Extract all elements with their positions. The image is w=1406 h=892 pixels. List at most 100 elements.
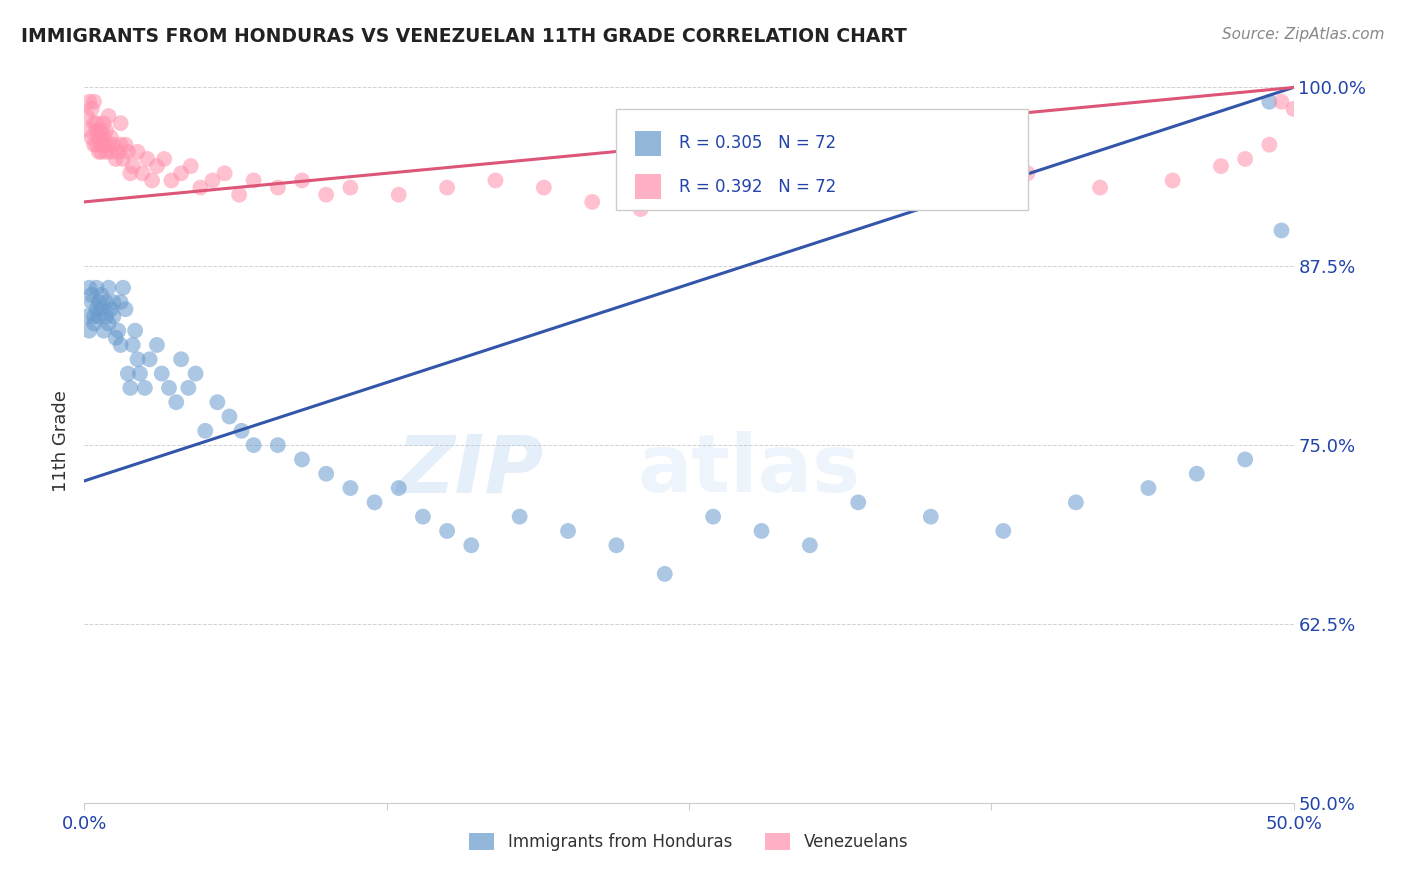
Point: [129, 367, 152, 381]
Point: [993, 524, 1015, 538]
Point: [94, 295, 117, 310]
Point: [218, 409, 240, 424]
Bar: [634, 174, 661, 200]
Point: [190, 180, 212, 194]
Point: [267, 438, 290, 452]
Point: [1282, 102, 1305, 116]
Text: atlas: atlas: [638, 432, 860, 509]
Point: [124, 324, 146, 338]
Text: ZIP: ZIP: [396, 432, 544, 509]
Point: [77, 95, 100, 109]
Point: [177, 381, 200, 395]
Point: [97, 281, 120, 295]
Point: [120, 166, 142, 180]
Point: [231, 424, 253, 438]
Point: [581, 194, 603, 209]
Point: [76, 310, 98, 324]
Point: [100, 302, 122, 317]
Point: [630, 202, 652, 216]
Point: [1017, 166, 1039, 180]
Point: [165, 395, 187, 409]
Point: [363, 495, 385, 509]
Point: [117, 367, 139, 381]
Point: [157, 381, 180, 395]
Point: [170, 166, 193, 180]
Point: [1234, 452, 1257, 467]
Point: [107, 324, 129, 338]
Point: [846, 194, 869, 209]
Point: [114, 137, 136, 152]
Point: [1258, 95, 1281, 109]
Point: [103, 310, 125, 324]
Point: [83, 95, 105, 109]
Text: IMMIGRANTS FROM HONDURAS VS VENEZUELAN 11TH GRADE CORRELATION CHART: IMMIGRANTS FROM HONDURAS VS VENEZUELAN 1…: [21, 27, 907, 45]
Point: [90, 288, 112, 302]
Point: [117, 145, 139, 159]
Point: [90, 302, 112, 317]
Point: [90, 123, 112, 137]
Legend: Immigrants from Honduras, Venezuelans: Immigrants from Honduras, Venezuelans: [461, 825, 917, 860]
Point: [943, 173, 966, 187]
Point: [77, 123, 100, 137]
Point: [107, 145, 129, 159]
Point: [83, 116, 105, 130]
Point: [94, 310, 117, 324]
Point: [1258, 137, 1281, 152]
Point: [201, 173, 224, 187]
Point: [136, 152, 159, 166]
Point: [702, 509, 724, 524]
Point: [100, 130, 122, 145]
Point: [436, 180, 458, 194]
Point: [83, 317, 105, 331]
Point: [112, 281, 135, 295]
Point: [104, 152, 127, 166]
Point: [160, 173, 183, 187]
Point: [388, 481, 411, 495]
Point: [103, 137, 125, 152]
Point: [184, 367, 207, 381]
Y-axis label: 11th Grade: 11th Grade: [52, 391, 70, 492]
Point: [1270, 223, 1292, 237]
Point: [484, 173, 506, 187]
Point: [110, 338, 132, 352]
Point: [388, 187, 411, 202]
Point: [110, 295, 132, 310]
Point: [86, 302, 108, 317]
Point: [242, 173, 264, 187]
Point: [291, 173, 314, 187]
Point: [93, 324, 115, 338]
Point: [339, 481, 361, 495]
Point: [97, 137, 120, 152]
Point: [93, 137, 115, 152]
Point: [1088, 180, 1111, 194]
Point: [121, 159, 143, 173]
Point: [103, 295, 125, 310]
Text: Source: ZipAtlas.com: Source: ZipAtlas.com: [1222, 27, 1385, 42]
Point: [87, 123, 110, 137]
Point: [1209, 159, 1232, 173]
Point: [291, 452, 314, 467]
Point: [153, 152, 176, 166]
Point: [134, 381, 156, 395]
Point: [83, 137, 105, 152]
Point: [83, 310, 105, 324]
Point: [141, 173, 163, 187]
Point: [87, 145, 110, 159]
Point: [1137, 481, 1160, 495]
Point: [80, 288, 103, 302]
Point: [267, 180, 290, 194]
Point: [76, 109, 98, 123]
Point: [86, 137, 108, 152]
FancyBboxPatch shape: [616, 109, 1028, 211]
Bar: [634, 131, 661, 156]
Point: [557, 524, 579, 538]
Point: [146, 338, 169, 352]
Point: [146, 159, 169, 173]
Point: [702, 173, 724, 187]
Point: [1161, 173, 1184, 187]
Point: [194, 424, 217, 438]
Point: [77, 281, 100, 295]
Point: [339, 180, 361, 194]
Point: [80, 130, 103, 145]
Point: [207, 395, 229, 409]
